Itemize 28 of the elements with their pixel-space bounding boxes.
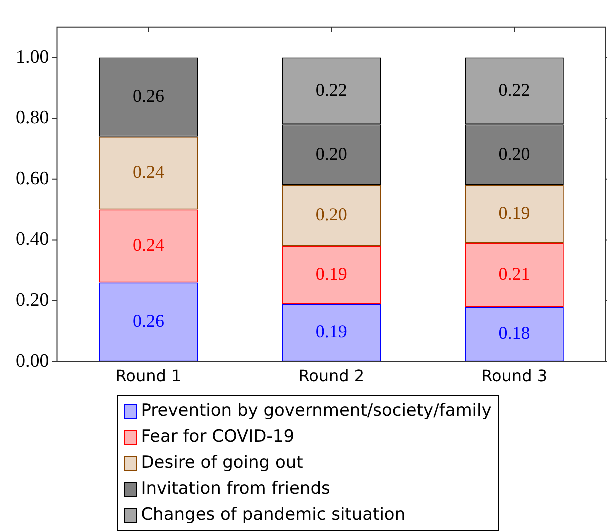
legend-label: Desire of going out	[141, 452, 304, 475]
data-label: 0.26	[132, 311, 164, 332]
y-tick-label: 0.80	[16, 108, 50, 129]
data-label: 0.20	[498, 144, 530, 164]
legend-label: Invitation from friends	[141, 478, 330, 501]
data-label: 0.24	[132, 235, 164, 256]
x-tick-label: Round 3	[482, 366, 548, 386]
y-tick-label: 0.00	[16, 350, 50, 372]
y-tick-label: 0.60	[16, 168, 50, 190]
data-label: 0.20	[316, 204, 348, 225]
data-label: 0.19	[316, 264, 348, 284]
data-label: 0.19	[316, 322, 348, 342]
data-label: 0.18	[498, 323, 530, 344]
y-tick-label: 0.20	[16, 290, 50, 311]
data-label: 0.22	[498, 80, 530, 100]
x-tick-label: Round 2	[298, 366, 365, 386]
y-tick-label: 0.40	[16, 229, 50, 250]
legend-label: Fear for COVID-19	[141, 426, 295, 449]
data-label: 0.19	[498, 203, 530, 224]
y-tick-label: 1.00	[16, 46, 50, 68]
data-label: 0.21	[498, 264, 530, 284]
legend-label: Changes of pandemic situation	[141, 504, 406, 527]
data-label: 0.26	[132, 86, 164, 106]
data-label: 0.20	[316, 144, 348, 164]
data-label: 0.22	[316, 80, 348, 100]
legend-label: Prevention by government/society/family	[141, 400, 492, 423]
x-tick-label: Round 1	[116, 366, 182, 386]
data-label: 0.24	[132, 162, 164, 182]
